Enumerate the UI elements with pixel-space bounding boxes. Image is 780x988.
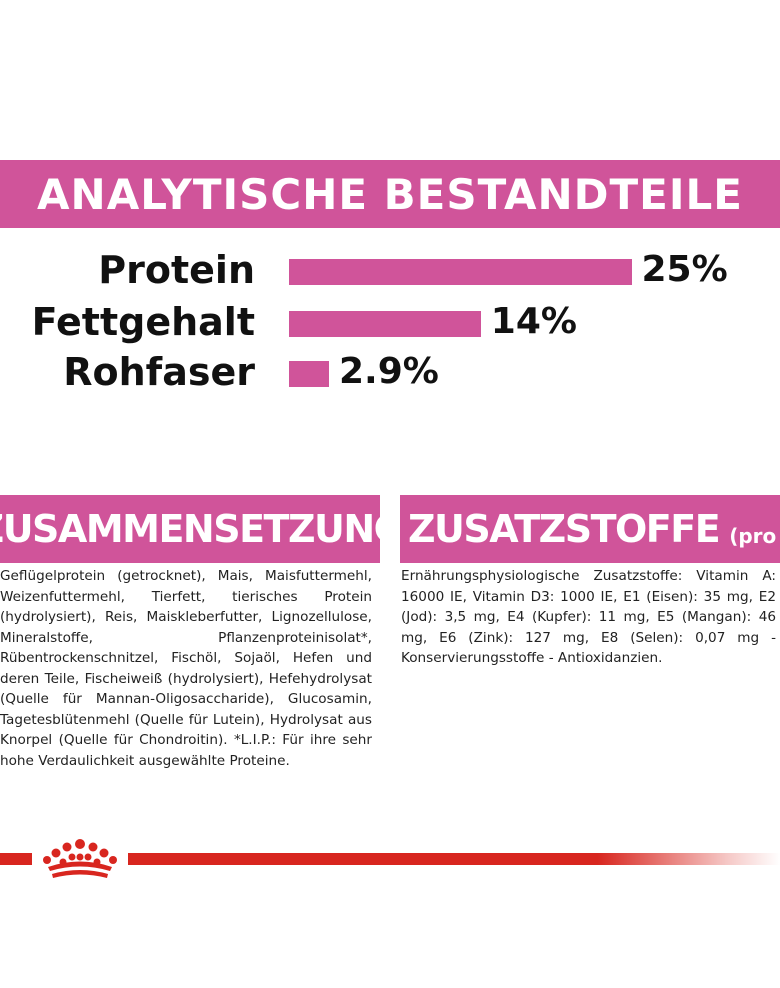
additives-title: ZUSATZSTOFFE (408, 507, 721, 551)
nutrient-label-fiber: Rohfaser (63, 350, 255, 394)
composition-title: ZUSAMMENSETZUNG (0, 507, 380, 551)
nutrient-label-protein: Protein (98, 248, 255, 292)
nutrient-value-fat: 14% (490, 301, 577, 342)
analytical-constituents-banner: ANALYTISCHE BESTANDTEILE (0, 160, 780, 228)
nutrient-bar-protein (289, 259, 632, 285)
composition-text: Geflügelprotein (getrocknet), Mais, Mais… (0, 568, 372, 769)
composition-header: ZUSAMMENSETZUNG (0, 495, 380, 563)
additives-unit: (pro kg) (729, 524, 780, 548)
nutrient-label-fat: Fettgehalt (31, 300, 255, 344)
nutrient-bar-fiber (289, 361, 329, 387)
royal-canin-crown-icon (43, 839, 117, 878)
nutrient-bar-fat (289, 311, 481, 337)
additives-header: ZUSATZSTOFFE (pro kg) (400, 495, 780, 563)
additives-text: Ernährungsphysiologische Zusatzstoffe: V… (401, 568, 776, 666)
footer-line-left (0, 853, 32, 865)
nutrient-value-fiber: 2.9% (339, 351, 439, 392)
banner-title: ANALYTISCHE BESTANDTEILE (37, 169, 743, 219)
footer-line-right (128, 853, 780, 865)
nutrient-value-protein: 25% (641, 249, 728, 290)
